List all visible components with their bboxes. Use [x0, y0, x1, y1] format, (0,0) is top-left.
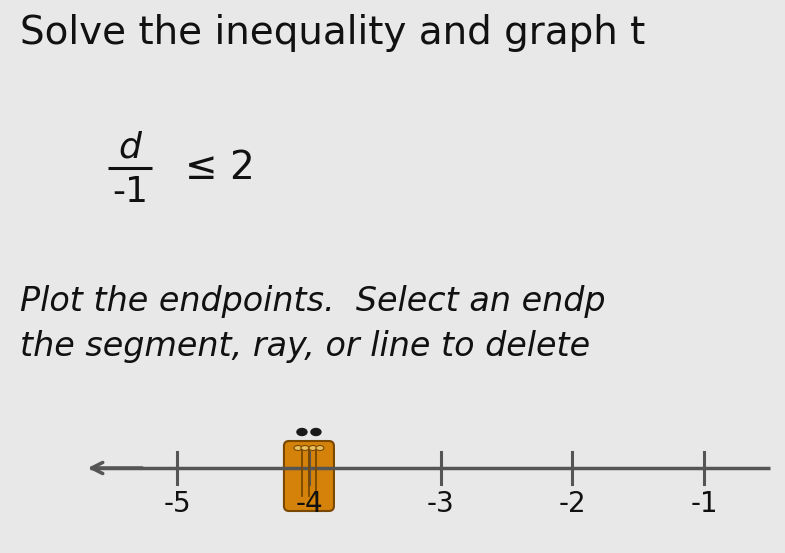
- Text: the segment, ray, or line to delete: the segment, ray, or line to delete: [20, 330, 590, 363]
- Text: Solve the inequality and graph t: Solve the inequality and graph t: [20, 14, 645, 52]
- Text: -3: -3: [427, 490, 455, 518]
- Text: ≤ 2: ≤ 2: [185, 149, 255, 187]
- Ellipse shape: [294, 446, 302, 451]
- Ellipse shape: [301, 446, 309, 451]
- Text: d: d: [119, 130, 141, 164]
- Ellipse shape: [309, 446, 317, 451]
- Ellipse shape: [297, 429, 307, 436]
- Text: -1: -1: [112, 175, 148, 209]
- FancyBboxPatch shape: [284, 441, 334, 511]
- Ellipse shape: [311, 429, 321, 436]
- Text: -4: -4: [295, 490, 323, 518]
- Text: -1: -1: [690, 490, 718, 518]
- Text: Plot the endpoints.  Select an endp: Plot the endpoints. Select an endp: [20, 285, 605, 318]
- Text: -5: -5: [163, 490, 191, 518]
- Text: -2: -2: [559, 490, 586, 518]
- Ellipse shape: [316, 446, 324, 451]
